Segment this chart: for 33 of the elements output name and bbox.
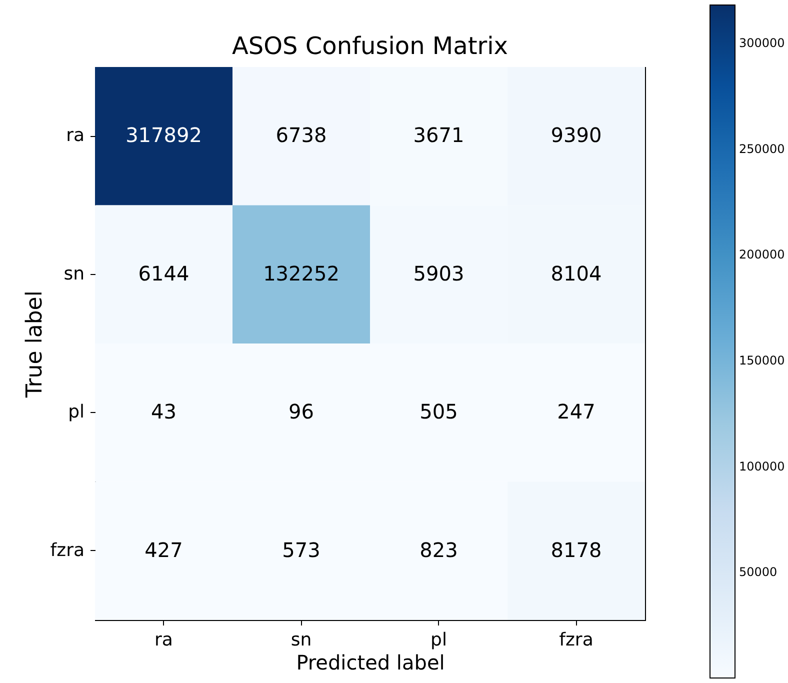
data-label: 96 xyxy=(288,400,314,424)
chart-title: ASOS Confusion Matrix xyxy=(232,32,508,60)
data-label: 132252 xyxy=(263,261,340,286)
color-bar-label: 150000 xyxy=(739,353,785,368)
data-label: 8104 xyxy=(550,261,602,286)
y-tick-label: sn xyxy=(64,263,84,284)
y-tick-label: pl xyxy=(68,402,84,423)
x-axis-title: Predicted label xyxy=(296,650,445,674)
x-tick-label: ra xyxy=(154,630,173,650)
color-bar-label: 200000 xyxy=(739,248,785,262)
data-label: 43 xyxy=(151,400,176,424)
color-bar-label: 50000 xyxy=(739,565,778,580)
data-label: 317892 xyxy=(126,123,202,148)
y-tick-label: fzra xyxy=(50,540,84,561)
color-bar-label: 100000 xyxy=(739,459,785,474)
x-tick-label: fzra xyxy=(559,630,594,650)
data-label: 5903 xyxy=(413,261,464,286)
x-tick-label: sn xyxy=(290,630,312,650)
data-label: 3671 xyxy=(413,123,464,148)
data-label: 427 xyxy=(144,538,183,562)
data-label: 6144 xyxy=(138,261,190,286)
y-tick-label: ra xyxy=(66,125,84,146)
data-label: 8178 xyxy=(550,538,602,562)
color-bar-label: 250000 xyxy=(739,142,785,156)
y-axis-title: True label xyxy=(22,290,48,398)
x-tick-label: pl xyxy=(430,630,447,650)
data-label: 823 xyxy=(420,538,458,562)
data-label: 573 xyxy=(282,538,320,562)
data-label: 505 xyxy=(420,400,458,424)
data-label: 247 xyxy=(557,400,596,424)
data-label: 6738 xyxy=(276,123,327,148)
data-label: 9390 xyxy=(550,123,602,148)
color-bar-label: 300000 xyxy=(739,36,785,50)
